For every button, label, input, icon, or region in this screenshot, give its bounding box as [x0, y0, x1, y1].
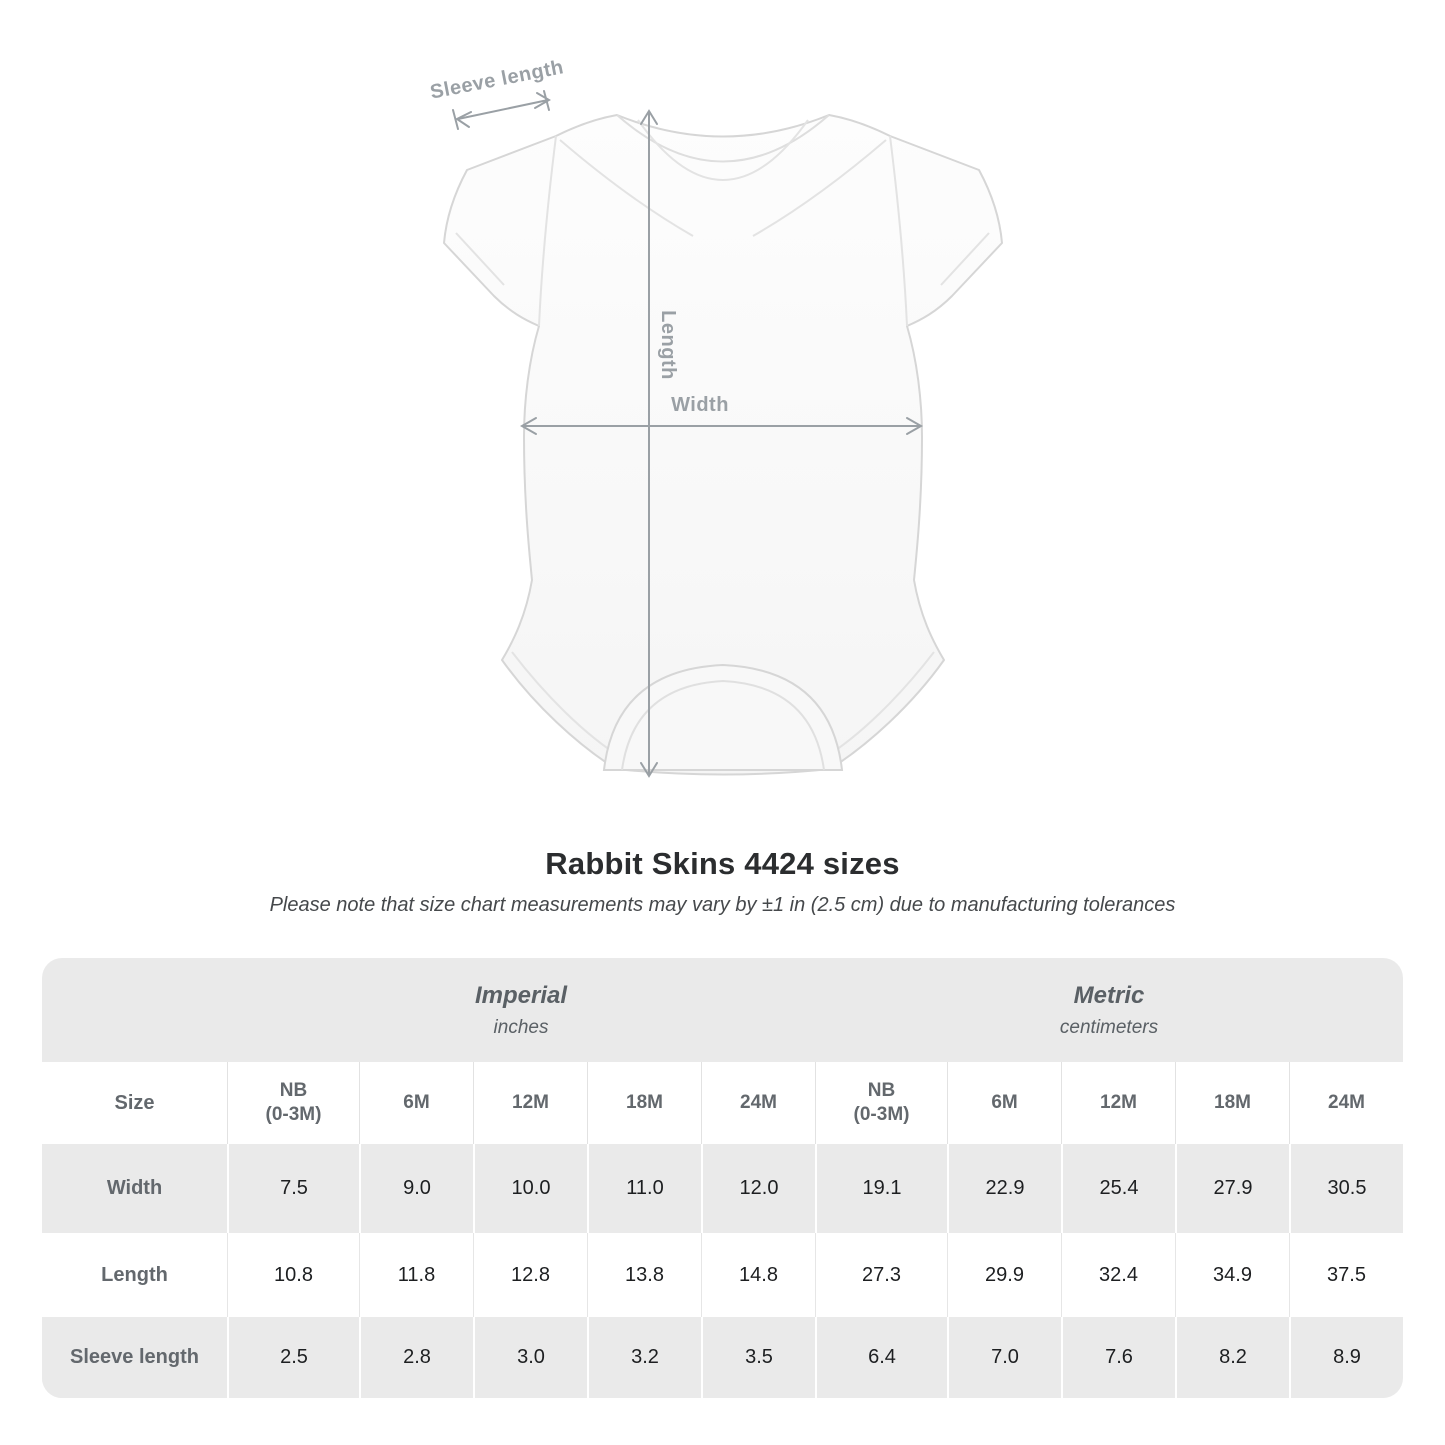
sleeve-length-row-label: Sleeve length: [42, 1317, 227, 1398]
size-header-imperial-18m: 18M: [587, 1062, 701, 1144]
value-cell: 12.0: [701, 1144, 815, 1233]
value-cell: 25.4: [1061, 1144, 1175, 1233]
metric-group-header: Metric centimeters: [815, 958, 1403, 1062]
size-header-imperial-nb: NB (0-3M): [227, 1062, 359, 1144]
value-cell: 10.0: [473, 1144, 587, 1233]
unit-group-spacer-cell: [42, 958, 227, 1062]
value-cell: 11.0: [587, 1144, 701, 1233]
tolerance-note: Please note that size chart measurements…: [269, 894, 1176, 916]
size-column-header: Size: [42, 1062, 227, 1144]
size-header-metric-nb: NB (0-3M): [815, 1062, 948, 1144]
size-header-row: Size NB (0-3M) 6M 12M 18M 24M NB (0-3M) …: [42, 1062, 1403, 1144]
value-cell: 22.9: [947, 1144, 1061, 1233]
value-cell: 37.5: [1289, 1233, 1403, 1317]
size-header-imperial-12m: 12M: [473, 1062, 587, 1144]
neckband-inner-line: [637, 119, 809, 181]
value-cell: 13.8: [587, 1233, 701, 1317]
left-sleeve-seam: [538, 135, 557, 327]
right-shoulder-flap-line: [752, 139, 887, 237]
length-dimension-label: Length: [657, 310, 679, 380]
value-cell: 29.9: [947, 1233, 1061, 1317]
value-cell: 7.5: [227, 1144, 359, 1233]
garment-diagram: Length Width Sleeve length: [428, 56, 1003, 778]
value-cell: 27.9: [1175, 1144, 1289, 1233]
value-cell: 12.8: [473, 1233, 587, 1317]
sleeve-length-dimension: [452, 90, 551, 130]
value-cell: 2.8: [359, 1317, 473, 1398]
page-title: Rabbit Skins 4424 sizes: [545, 846, 900, 881]
length-row: Length 10.8 11.8 12.8 13.8 14.8 27.3 29.…: [42, 1233, 1403, 1317]
size-header-imperial-24m: 24M: [701, 1062, 816, 1144]
crotch-flap: [602, 663, 844, 771]
value-cell: 30.5: [1289, 1144, 1403, 1233]
left-sleeve-hem-line: [455, 232, 505, 286]
size-header-metric-18m: 18M: [1175, 1062, 1290, 1144]
value-cell: 9.0: [359, 1144, 473, 1233]
metric-group-unit: centimeters: [1059, 1016, 1159, 1038]
value-cell: 14.8: [701, 1233, 815, 1317]
value-cell: 8.2: [1175, 1317, 1289, 1398]
size-header-metric-6m: 6M: [947, 1062, 1062, 1144]
value-cell: 7.6: [1061, 1317, 1175, 1398]
metric-group-name: Metric: [1073, 981, 1145, 1009]
value-cell: 8.9: [1289, 1317, 1403, 1398]
value-cell: 3.5: [701, 1317, 815, 1398]
imperial-group-header: Imperial inches: [227, 958, 816, 1062]
width-dimension: [519, 417, 924, 435]
unit-group-header-row: Imperial inches Metric centimeters: [42, 958, 1403, 1062]
value-cell: 3.0: [473, 1317, 587, 1398]
right-sleeve-seam: [889, 135, 908, 327]
value-cell: 34.9: [1175, 1233, 1289, 1317]
imperial-group-unit: inches: [493, 1016, 549, 1038]
value-cell: 11.8: [359, 1233, 473, 1317]
size-table: Imperial inches Metric centimeters Size …: [42, 958, 1403, 1398]
value-cell: 32.4: [1061, 1233, 1175, 1317]
right-sleeve-hem-line: [940, 232, 990, 286]
value-cell: 7.0: [947, 1317, 1061, 1398]
width-row-label: Width: [42, 1144, 227, 1233]
value-cell: 10.8: [227, 1233, 359, 1317]
imperial-group-name: Imperial: [474, 981, 568, 1009]
bodysuit-outline: [443, 114, 1003, 776]
value-cell: 3.2: [587, 1317, 701, 1398]
size-header-imperial-6m: 6M: [359, 1062, 473, 1144]
left-shoulder-flap-line: [559, 139, 694, 237]
value-cell: 2.5: [227, 1317, 359, 1398]
width-dimension-label: Width: [671, 394, 729, 416]
size-header-metric-12m: 12M: [1061, 1062, 1176, 1144]
crotch-flap-binding-line: [621, 679, 825, 771]
width-row: Width 7.5 9.0 10.0 11.0 12.0 19.1 22.9 2…: [42, 1144, 1403, 1233]
sleeve-length-row: Sleeve length 2.5 2.8 3.0 3.2 3.5 6.4 7.…: [42, 1317, 1403, 1398]
neckband-outer-line: [616, 114, 830, 163]
value-cell: 6.4: [815, 1317, 947, 1398]
value-cell: 19.1: [815, 1144, 947, 1233]
value-cell: 27.3: [815, 1233, 947, 1317]
size-header-metric-24m: 24M: [1289, 1062, 1403, 1144]
length-dimension: [640, 109, 658, 778]
length-row-label: Length: [42, 1233, 227, 1317]
